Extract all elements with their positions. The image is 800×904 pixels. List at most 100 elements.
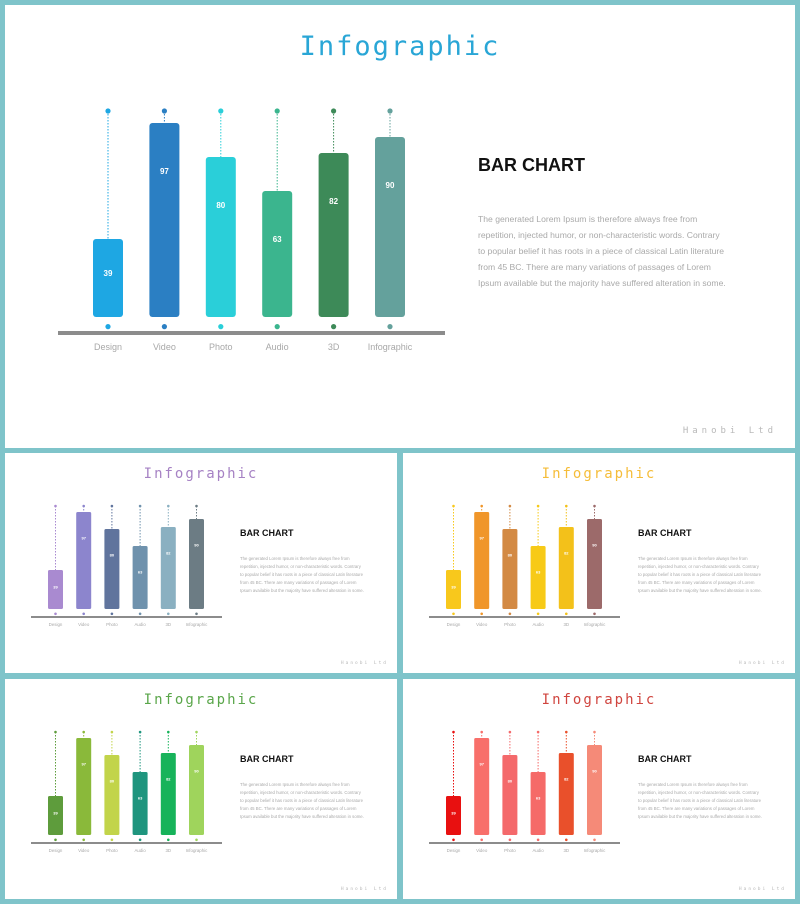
bar-value-label: 39 [53,811,58,816]
bar-value-label: 90 [592,769,597,774]
slide-purple: Infographic 39 Design 97 Video 80 Photo 63 Audi… [5,453,397,673]
chart-description: The generated Lorem Ipsum is therefore a… [638,556,762,593]
top-marker [138,504,142,508]
x-tick-label: 3D [563,622,569,627]
base-marker [536,838,540,842]
x-tick-label: Video [476,848,488,853]
brand-watermark: Hanobi Ltd [340,887,388,892]
bar [446,570,461,609]
base-marker [105,324,111,330]
slide-title: Infographic [541,692,657,708]
x-tick-label: Audio [532,848,544,853]
chart-description: The generated Lorem Ipsum is therefore a… [240,556,364,593]
base-marker [167,838,170,842]
base-marker [138,612,142,616]
x-tick-label: Photo [504,848,516,853]
bar [76,738,92,835]
bar [48,570,63,609]
bar [530,546,546,609]
chart-heading: BAR CHART [638,754,692,764]
bar [502,755,518,835]
x-tick-label: Infographic [584,622,607,627]
bar [189,519,204,609]
bar-chart: 39 Design 97 Video 80 Photo 63 Audio 82 3D 90 Infog… [58,108,445,352]
top-marker [508,730,512,734]
bar [104,529,120,609]
slide-main: Infographic 39 Design 97 Video 80 Photo 63 Audi… [5,5,795,448]
bar-chart: 39 Design 97 Video 80 Photo 63 Audio 82 3D 90 Infog… [31,504,222,627]
base-marker [508,612,512,616]
bar [502,529,518,609]
bar-chart: 39 Design 97 Video 80 Photo 63 Audio 82 3D 90 Infog… [429,730,620,853]
top-marker [452,730,455,734]
slide-title: Infographic [541,466,657,482]
x-tick-label: 3D [328,342,340,352]
bar [160,527,176,609]
bar [474,512,490,609]
base-marker [138,838,142,842]
x-tick-label: Design [94,342,122,352]
base-marker [508,838,512,842]
x-tick-label: Photo [209,342,233,352]
bar [446,796,461,835]
top-marker [593,504,596,508]
top-marker [195,504,198,508]
top-marker [452,504,455,508]
top-marker [195,730,198,734]
x-tick-label: Audio [266,342,289,352]
slide-orange: Infographic 39 Design 97 Video 80 Photo 63 Audi… [403,453,795,673]
bar-value-label: 63 [138,570,143,575]
x-tick-label: Infographic [186,848,209,853]
x-tick-label: Video [78,848,90,853]
bar [160,753,176,835]
x-tick-label: Design [49,848,63,853]
slide-title: Infographic [143,466,259,482]
x-tick-label: Design [447,848,461,853]
x-tick-label: Design [447,622,461,627]
base-marker [161,324,167,330]
top-marker [536,730,540,734]
x-tick-label: 3D [165,622,171,627]
x-tick-label: Audio [134,622,146,627]
bar-value-label: 82 [166,777,171,782]
slide-title: Infographic [299,31,501,62]
brand-watermark: Hanobi Ltd [738,661,786,666]
chart-description: The generated Lorem Ipsum is therefore a… [638,782,762,819]
base-marker [565,838,568,842]
brand-watermark: Hanobi Ltd [738,887,786,892]
top-marker [161,108,167,114]
top-marker [138,730,142,734]
base-marker [593,838,596,842]
bar-value-label: 80 [216,201,225,210]
x-tick-label: Photo [106,848,118,853]
base-marker [82,612,85,616]
bar-value-label: 97 [479,536,484,541]
x-tick-label: 3D [563,848,569,853]
top-marker [54,504,57,508]
base-marker [82,838,85,842]
top-marker [508,504,512,508]
bar [375,137,405,317]
base-marker [480,838,483,842]
base-marker [110,838,114,842]
bar-value-label: 80 [110,779,115,784]
bar [558,527,574,609]
slide-green: Infographic 39 Design 97 Video 80 Photo 63 Audi… [5,679,397,899]
bar-value-label: 63 [536,796,541,801]
top-marker [480,504,483,508]
x-tick-label: Infographic [186,622,209,627]
x-tick-label: Video [78,622,90,627]
base-marker [274,324,280,330]
bar-value-label: 82 [166,551,171,556]
bar [587,519,602,609]
x-tick-label: Infographic [368,342,413,352]
x-tick-label: Photo [106,622,118,627]
top-marker [110,504,114,508]
bar-value-label: 80 [508,779,513,784]
bar [76,512,92,609]
bar-value-label: 90 [592,543,597,548]
bar-value-label: 39 [104,269,113,278]
x-tick-label: Video [476,622,488,627]
base-marker [167,612,170,616]
bar [474,738,490,835]
